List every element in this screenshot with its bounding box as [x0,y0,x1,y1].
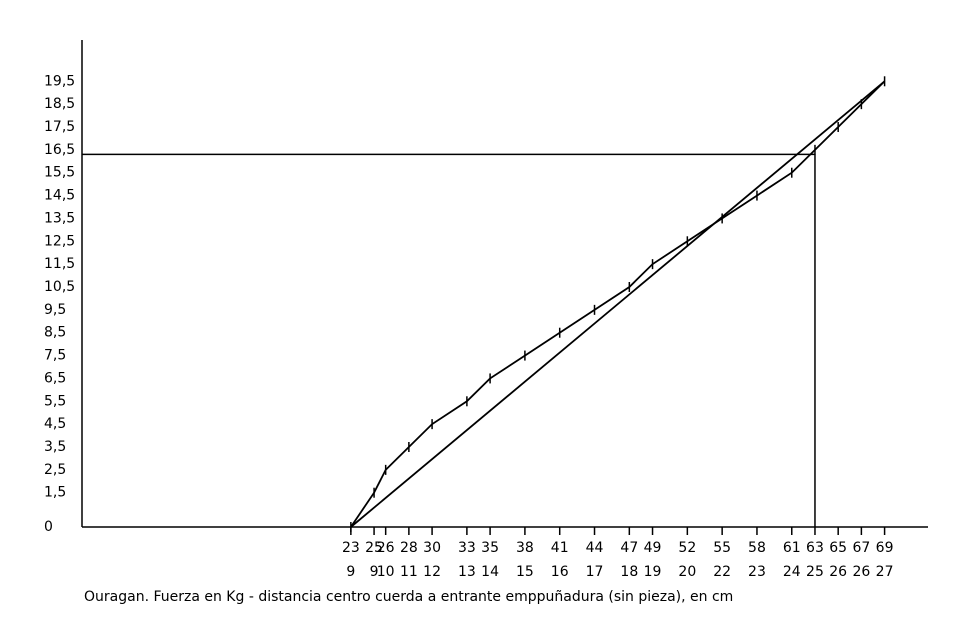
x-tick-label: 63 [806,540,824,556]
x-tick-label: 38 [516,540,534,556]
x-tick-label: 49 [644,540,662,556]
x-second-label: 23 [748,564,766,580]
x-second-label: 9 [346,564,355,580]
y-tick-label: 19,5 [44,73,75,89]
y-tick-label: 0 [44,519,53,535]
x-tick-label: 25 [365,540,383,556]
y-tick-label: 11,5 [44,256,75,272]
y-tick-label: 15,5 [44,165,75,181]
y-tick-label: 7,5 [44,348,66,364]
x-second-label: 24 [783,564,801,580]
x-tick-label: 65 [829,540,847,556]
x-second-label: 15 [516,564,534,580]
x-second-label: 26 [852,564,870,580]
x-second-label: 25 [806,564,824,580]
y-tick-label: 12,5 [44,233,75,249]
y-tick-label: 3,5 [44,439,66,455]
x-second-label: 18 [620,564,638,580]
x-second-label: 12 [423,564,441,580]
x-second-label: 16 [551,564,569,580]
y-tick-label: 9,5 [44,302,66,318]
x-second-label: 20 [678,564,696,580]
x-second-label: 17 [586,564,604,580]
x-tick-label: 61 [783,540,801,556]
x-tick-label: 35 [481,540,499,556]
x-second-label: 13 [458,564,476,580]
x-tick-label: 30 [423,540,441,556]
x-second-label: 22 [713,564,731,580]
y-tick-label: 1,5 [44,485,66,501]
data-line [350,80,886,528]
x-second-label: 19 [644,564,662,580]
x-tick-label: 67 [852,540,870,556]
x-second-label: 26 [829,564,847,580]
x-tick-label: 44 [586,540,604,556]
y-tick-label: 10,5 [44,279,75,295]
x-second-label: 11 [400,564,418,580]
x-second-label: 9 [370,564,379,580]
x-tick-label: 47 [620,540,638,556]
x-tick-label: 69 [876,540,894,556]
y-tick-label: 16,5 [44,142,75,158]
y-tick-label: 8,5 [44,325,66,341]
x-second-label: 14 [481,564,499,580]
x-second-label: 10 [377,564,395,580]
x-tick-label: 23 [342,540,360,556]
x-second-label: 27 [876,564,894,580]
y-tick-label: 5,5 [44,393,66,409]
x-tick-label: 26 [377,540,395,556]
x-tick-label: 41 [551,540,569,556]
y-tick-label: 14,5 [44,188,75,204]
y-tick-label: 13,5 [44,210,75,226]
caption: Ouragan. Fuerza en Kg - distancia centro… [84,589,733,605]
data-line [350,80,886,528]
x-tick-label: 58 [748,540,766,556]
x-tick-label: 55 [713,540,731,556]
y-tick-label: 2,5 [44,462,66,478]
x-tick-label: 33 [458,540,476,556]
y-tick-label: 4,5 [44,416,66,432]
y-tick-label: 17,5 [44,119,75,135]
x-tick-label: 52 [678,540,696,556]
y-tick-label: 6,5 [44,370,66,386]
y-tick-label: 18,5 [44,96,75,112]
x-tick-label: 28 [400,540,418,556]
